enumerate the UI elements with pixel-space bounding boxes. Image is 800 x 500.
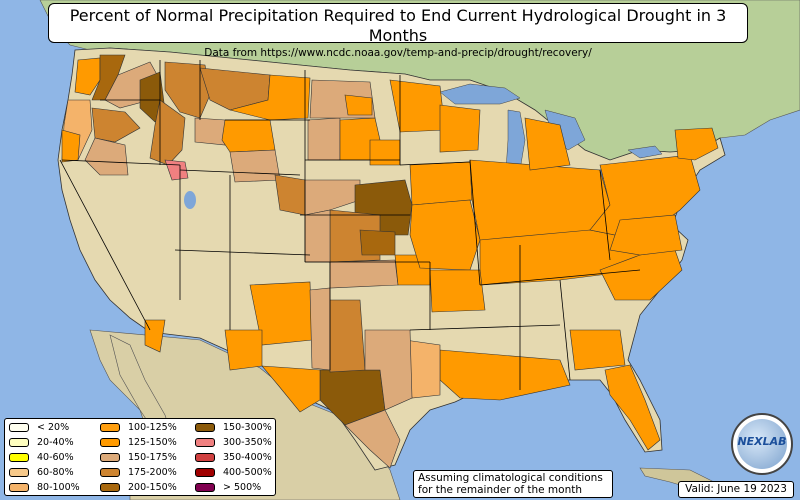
globe-icon	[737, 419, 787, 469]
region-sd-east	[369, 139, 401, 166]
region-ks-tan	[304, 209, 331, 263]
legend-swatch	[9, 453, 29, 462]
legend-swatch	[100, 468, 120, 477]
great-salt-lake	[184, 191, 196, 209]
legend-item: > 500%	[195, 482, 261, 493]
legend-item: 200-150%	[100, 482, 177, 493]
title-box: Percent of Normal Precipitation Required…	[48, 3, 748, 59]
region-mt-tan	[194, 117, 226, 146]
region-nd-orange	[344, 94, 373, 116]
legend-swatch	[195, 483, 215, 492]
state-boundaries	[59, 60, 641, 390]
region-wi	[439, 104, 481, 153]
region-wy	[221, 119, 276, 153]
legend-swatch	[9, 438, 29, 447]
lake-ontario	[627, 145, 663, 159]
region-tx-orange-west	[261, 365, 321, 413]
region-or-wtan	[84, 137, 129, 176]
region-nm-tan	[309, 287, 331, 371]
legend-item: 60-80%	[9, 467, 74, 478]
region-wy-south	[229, 149, 281, 183]
region-az-w	[144, 319, 166, 353]
legend-swatch	[100, 453, 120, 462]
logo-text: NEXLAB	[737, 435, 787, 448]
region-tx-tan-south	[344, 409, 401, 469]
region-ia	[409, 161, 473, 206]
region-ar	[429, 269, 486, 313]
region-mi	[524, 117, 571, 171]
legend-item: 100-125%	[100, 422, 177, 433]
legend-item: 80-100%	[9, 482, 80, 493]
region-va	[609, 214, 683, 256]
legend-item: 20-40%	[9, 437, 74, 448]
region-or-sw	[61, 129, 81, 163]
legend-item: 40-60%	[9, 452, 74, 463]
region-mn	[389, 79, 446, 133]
legend-swatch	[100, 483, 120, 492]
legend-item: 150-175%	[100, 452, 177, 463]
valid-date: Valid: June 19 2023	[678, 481, 794, 498]
legend-swatch	[195, 438, 215, 447]
legend-item: 150-300%	[195, 422, 272, 433]
region-ok-tan	[329, 259, 399, 289]
legend-item: 175-200%	[100, 467, 177, 478]
legend-item: 300-350%	[195, 437, 272, 448]
lake-superior	[439, 83, 521, 105]
legend-item: 125-150%	[100, 437, 177, 448]
note-line-1: Assuming climatological conditions	[418, 472, 603, 484]
assumption-note: Assuming climatological conditions for t…	[413, 470, 613, 498]
legend-swatch	[9, 468, 29, 477]
region-wa-orange	[74, 57, 101, 96]
legend-item: 400-500%	[195, 467, 272, 478]
legend-item: 350-400%	[195, 452, 272, 463]
legend: < 20% 20-40% 40-60% 60-80% 80-100% 100-1…	[4, 418, 276, 496]
legend-swatch	[9, 423, 29, 432]
region-tx-brown	[329, 299, 366, 373]
legend-swatch	[195, 423, 215, 432]
map-title: Percent of Normal Precipitation Required…	[69, 6, 727, 45]
legend-swatch	[195, 453, 215, 462]
legend-swatch	[195, 468, 215, 477]
region-ks-dark	[359, 229, 396, 256]
legend-item: < 20%	[9, 422, 69, 433]
legend-swatch	[100, 423, 120, 432]
legend-swatch	[9, 483, 29, 492]
note-line-2: for the remainder of the month	[418, 484, 583, 496]
region-sd-west	[307, 117, 341, 161]
map-subtitle: Data from https://www.ncdc.noaa.gov/temp…	[204, 47, 592, 59]
nexlab-logo: NEXLAB	[731, 413, 793, 475]
region-or-central	[91, 107, 141, 143]
region-fl	[604, 364, 661, 451]
region-az-se	[224, 329, 263, 371]
region-ga-sc	[569, 329, 626, 371]
region-mo	[409, 199, 481, 271]
legend-swatch	[100, 438, 120, 447]
region-ne-coast	[674, 127, 719, 161]
